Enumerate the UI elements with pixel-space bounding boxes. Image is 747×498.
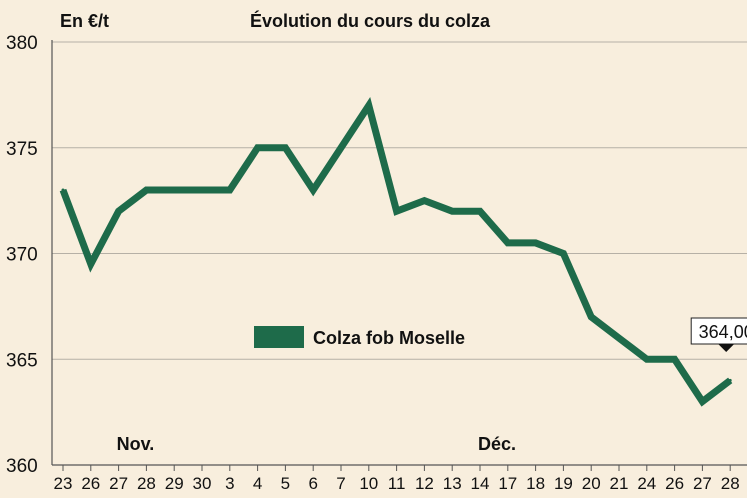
data-point bbox=[367, 103, 371, 107]
y-unit-label: En €/t bbox=[60, 11, 109, 31]
x-tick-label: 29 bbox=[165, 474, 184, 493]
data-point bbox=[311, 188, 315, 192]
data-point bbox=[89, 262, 93, 266]
x-tick-label: 7 bbox=[336, 474, 345, 493]
data-point bbox=[172, 188, 176, 192]
data-point bbox=[478, 209, 482, 213]
data-point bbox=[117, 209, 121, 213]
x-tick-label: 28 bbox=[721, 474, 740, 493]
y-tick-label: 360 bbox=[6, 456, 38, 477]
data-point bbox=[61, 188, 65, 192]
x-tick-label: 4 bbox=[253, 474, 262, 493]
axes bbox=[51, 40, 747, 471]
data-point bbox=[728, 378, 732, 382]
x-tick-label: 27 bbox=[693, 474, 712, 493]
y-tick-label: 365 bbox=[6, 350, 38, 371]
data-point bbox=[422, 199, 426, 203]
data-point bbox=[450, 209, 454, 213]
y-tick-label: 380 bbox=[6, 33, 38, 54]
x-tick-labels: 23 26 27 28 29 30 3 4 5 6 7 10 11 12 13 14 17 18 19 20 21 24 2… bbox=[54, 474, 740, 493]
x-tick-label: 13 bbox=[443, 474, 462, 493]
x-tick-label: 12 bbox=[415, 474, 434, 493]
callout-pointer bbox=[718, 344, 735, 352]
data-point bbox=[283, 146, 287, 150]
data-point bbox=[395, 209, 399, 213]
data-point bbox=[645, 357, 649, 361]
x-tick-label: 5 bbox=[281, 474, 290, 493]
data-point bbox=[534, 241, 538, 245]
value-callout: 364,00 bbox=[690, 317, 747, 352]
x-tick-label: 20 bbox=[582, 474, 601, 493]
x-tick-label: 14 bbox=[471, 474, 490, 493]
y-tick-label: 375 bbox=[6, 139, 38, 160]
month-labels: Nov. Déc. bbox=[117, 434, 516, 454]
data-point bbox=[700, 400, 704, 404]
data-point bbox=[339, 146, 343, 150]
month-label: Nov. bbox=[117, 434, 155, 454]
callout-box bbox=[690, 317, 747, 345]
month-label: Déc. bbox=[478, 434, 516, 454]
data-point bbox=[228, 188, 232, 192]
data-point bbox=[561, 252, 565, 255]
x-tick-label: 10 bbox=[359, 474, 378, 493]
y-tick-label: 370 bbox=[6, 245, 38, 266]
x-tick-label: 19 bbox=[554, 474, 573, 493]
series-layer bbox=[59, 96, 733, 407]
data-point bbox=[673, 357, 677, 361]
x-tick-label: 26 bbox=[665, 474, 684, 493]
legend-swatch bbox=[254, 326, 304, 348]
x-tick-label: 3 bbox=[225, 474, 234, 493]
chart-title: Évolution du cours du colza bbox=[250, 10, 491, 31]
data-point bbox=[589, 315, 593, 319]
data-point bbox=[144, 188, 148, 192]
x-tick-label: 6 bbox=[308, 474, 317, 493]
x-tick-label: 30 bbox=[193, 474, 212, 493]
grid bbox=[52, 41, 747, 360]
x-tick-label: 23 bbox=[54, 474, 73, 493]
y-tick-labels: 360 365 370 375 380 bbox=[6, 33, 38, 477]
x-tick-label: 24 bbox=[637, 474, 656, 493]
data-point bbox=[617, 336, 621, 340]
data-point bbox=[506, 241, 510, 245]
data-point bbox=[200, 188, 204, 192]
legend: Colza fob Moselle bbox=[254, 326, 465, 348]
x-tick-label: 11 bbox=[388, 474, 406, 493]
x-tick-label: 26 bbox=[81, 474, 100, 493]
callout-value: 364,00 bbox=[699, 322, 747, 342]
x-tick-label: 28 bbox=[137, 474, 156, 493]
x-tick-label: 18 bbox=[526, 474, 545, 493]
data-point bbox=[256, 146, 260, 150]
x-tick-label: 21 bbox=[610, 474, 629, 493]
x-tick-label: 27 bbox=[109, 474, 128, 493]
legend-label: Colza fob Moselle bbox=[313, 328, 465, 348]
x-tick-label: 17 bbox=[498, 474, 517, 493]
